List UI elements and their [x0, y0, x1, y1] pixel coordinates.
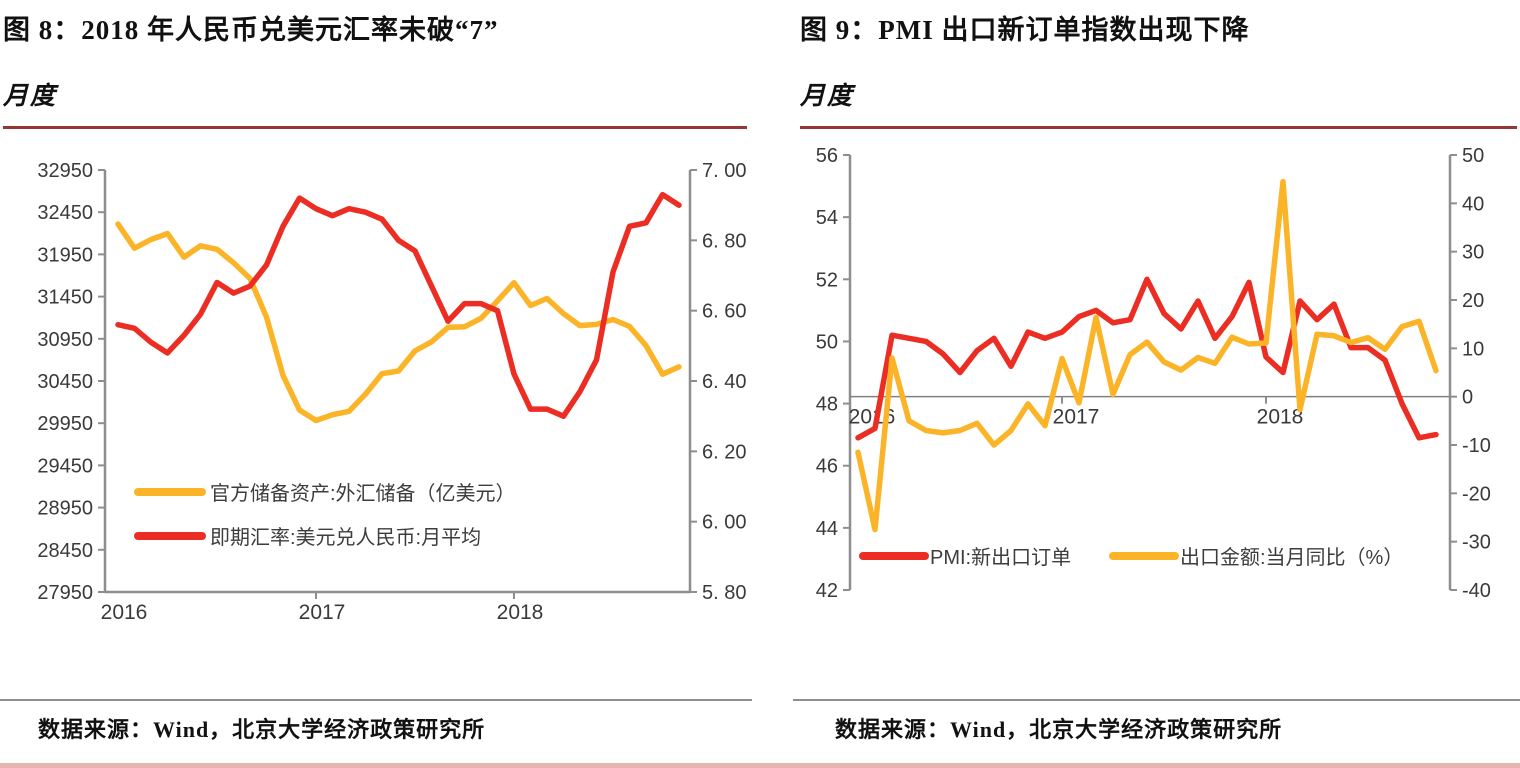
- right-axis-tick-label: 6. 20: [702, 441, 746, 463]
- left-chart-subtitle: 月度: [3, 83, 58, 110]
- series-line-0: [855, 276, 1439, 441]
- left-axis-tick-label: 54: [816, 207, 838, 229]
- legend-label-0: 官方储备资产:外汇储备（亿美元）: [210, 482, 516, 505]
- left-axis-tick-label: 28450: [37, 540, 93, 562]
- x-axis-year-label: 2016: [101, 601, 148, 620]
- left-axis-tick-label: 30950: [37, 329, 93, 351]
- left-axis-tick-label: 27950: [37, 582, 93, 604]
- right-axis-tick-label: 50: [1462, 145, 1484, 167]
- right-axis-tick-label: -10: [1462, 435, 1491, 457]
- left-axis-tick-label: 29950: [37, 413, 93, 435]
- right-chart-subtitle: 月度: [800, 83, 855, 110]
- right-footer-separator: [793, 699, 1520, 701]
- left-axis-tick-label: 46: [816, 456, 838, 478]
- right-data-source: 数据来源：Wind，北京大学经济政策研究所: [835, 717, 1283, 742]
- series-line-0: [115, 221, 682, 424]
- right-axis-tick-label: -40: [1462, 580, 1491, 602]
- pmi-export-orders-chart: 56 54 52 50 48 46 44 42 50 40 30 20 10 0 -10 -20 -30 -40 2…: [816, 145, 1491, 602]
- right-axis-tick-label: 7. 00: [702, 160, 746, 182]
- series-line-1: [855, 178, 1439, 533]
- right-axis-tick-label: -30: [1462, 532, 1491, 554]
- left-axis-tick-label: 31450: [37, 287, 93, 309]
- page-bottom-rule: [0, 763, 1520, 768]
- left-chart-title: 图 8：2018 年人民币兑美元汇率未破“7”: [3, 15, 499, 45]
- left-axis-tick-label: 32450: [37, 202, 93, 224]
- legend-label-1: 即期汇率:美元兑人民币:月平均: [210, 526, 481, 549]
- left-data-source: 数据来源：Wind，北京大学经济政策研究所: [38, 717, 486, 742]
- left-axis-tick-label: 52: [816, 269, 838, 291]
- x-axis-year-label: 2017: [299, 601, 346, 620]
- left-axis-tick-label: 29450: [37, 455, 93, 477]
- left-axis-tick-label: 31950: [37, 244, 93, 266]
- legend-label-0: PMI:新出口订单: [930, 546, 1071, 569]
- right-axis-tick-label: -20: [1462, 483, 1491, 505]
- left-axis-tick-label: 48: [816, 394, 838, 416]
- left-title-rule: [3, 126, 747, 129]
- legend-label-1: 出口金额:当月同比（%）: [1180, 546, 1403, 569]
- left-axis-tick-label: 32950: [37, 160, 93, 182]
- x-axis-year-label: 2017: [1053, 406, 1100, 429]
- left-axis-tick-label: 50: [816, 331, 838, 353]
- right-axis-tick-label: 6. 60: [702, 301, 746, 323]
- right-axis-tick-label: 5. 80: [702, 582, 746, 604]
- right-axis-tick-label: 0: [1462, 387, 1473, 409]
- right-chart-title: 图 9：PMI 出口新订单指数出现下降: [800, 15, 1250, 45]
- right-axis-tick-label: 40: [1462, 193, 1484, 215]
- right-axis-tick-label: 6. 40: [702, 371, 746, 393]
- right-axis-tick-label: 6. 00: [702, 512, 746, 534]
- series-line-1: [115, 191, 682, 419]
- fx-reserves-exchange-rate-chart: 32950 32450 31950 31450 30950 30450 29950 29450…: [37, 160, 746, 620]
- left-axis-tick-label: 56: [816, 145, 838, 167]
- right-axis-tick-label: 30: [1462, 242, 1484, 264]
- right-title-rule: [800, 126, 1517, 129]
- left-axis-tick-label: 30450: [37, 371, 93, 393]
- left-axis-tick-label: 42: [816, 580, 838, 602]
- x-axis-year-label: 2018: [1257, 406, 1304, 429]
- x-axis-year-label: 2018: [497, 601, 544, 620]
- right-axis-tick-label: 10: [1462, 338, 1484, 360]
- right-axis-tick-label: 6. 80: [702, 230, 746, 252]
- right-axis-tick-label: 20: [1462, 290, 1484, 312]
- left-footer-separator: [0, 699, 752, 701]
- left-axis-tick-label: 44: [816, 518, 838, 540]
- left-axis-tick-label: 28950: [37, 498, 93, 520]
